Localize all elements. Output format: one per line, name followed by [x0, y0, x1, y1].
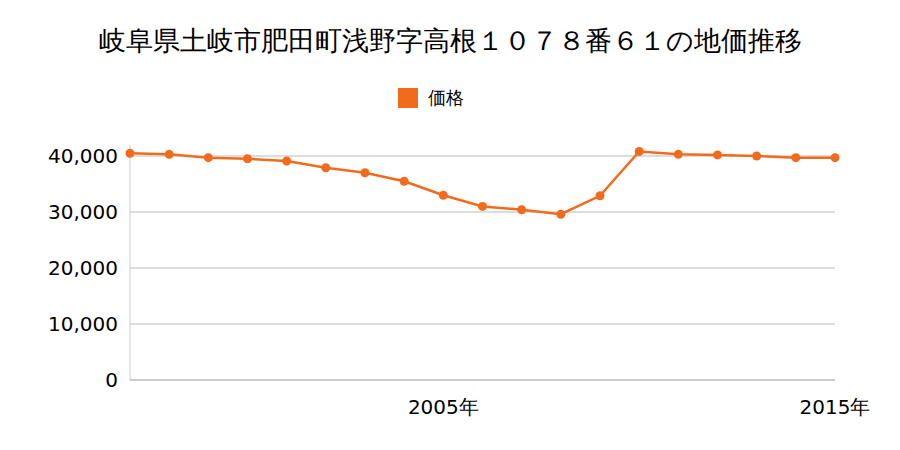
point: [596, 191, 605, 200]
y-tick-label: 30,000: [48, 200, 118, 224]
x-tick-label: 2015年: [800, 395, 871, 419]
chart: 岐阜県土岐市肥田町浅野字高根１０７８番６１の地価推移価格 0 10,000 20,00…: [0, 0, 900, 450]
point: [713, 150, 722, 159]
point: [243, 154, 252, 163]
point: [204, 153, 213, 162]
plot-area: [126, 147, 840, 219]
point: [165, 150, 174, 159]
y-tick-label: 10,000: [48, 312, 118, 336]
point: [831, 153, 840, 162]
point: [517, 205, 526, 214]
point: [361, 168, 370, 177]
grid-line: [130, 324, 835, 325]
title: 岐阜県土岐市肥田町浅野字高根１０７８番６１の地価推移: [99, 25, 802, 56]
legend-swatch: [398, 88, 418, 108]
point: [282, 157, 291, 166]
y-tick-label: 0: [105, 368, 118, 392]
grid-line: [130, 212, 835, 213]
point: [635, 147, 644, 156]
point: [400, 177, 409, 186]
grid-line: [130, 380, 835, 381]
x-tick-label: 2005年: [408, 395, 479, 419]
point: [556, 210, 565, 219]
point: [321, 163, 330, 172]
y-tick-label: 20,000: [48, 256, 118, 280]
series-line: [130, 152, 835, 215]
point: [752, 152, 761, 161]
grid-line: [130, 268, 835, 269]
point: [126, 149, 135, 158]
legend-label: 価格: [428, 87, 464, 108]
point: [439, 191, 448, 200]
point: [791, 153, 800, 162]
point: [478, 202, 487, 211]
y-axis-line: [130, 145, 131, 380]
point: [674, 150, 683, 159]
y-tick-label: 40,000: [48, 144, 118, 168]
